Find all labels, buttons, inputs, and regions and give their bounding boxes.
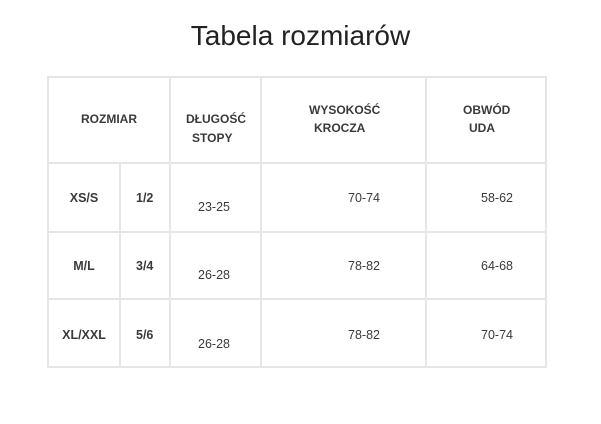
table-border: [260, 76, 262, 368]
cell-number: 5/6: [136, 328, 154, 342]
cell-number: 3/4: [136, 259, 154, 273]
table-border: [545, 76, 547, 368]
table-border: [47, 366, 547, 368]
table-border: [425, 76, 427, 368]
table-border: [47, 231, 547, 233]
page-title: Tabela rozmiarów: [190, 20, 411, 51]
cell-inseam: 78-82: [348, 259, 380, 273]
cell-size: XL/XXL: [62, 328, 106, 342]
cell-size: M/L: [73, 259, 95, 273]
cell-number: 1/2: [136, 191, 154, 205]
cell-foot: 26-28: [198, 268, 230, 282]
header-thigh-line1: OBWÓD: [463, 103, 511, 117]
table-border: [47, 162, 547, 164]
header-foot-line1: DŁUGOŚĆ: [186, 112, 246, 126]
table-border: [47, 76, 49, 368]
table-border: [169, 76, 171, 368]
table-border: [119, 162, 121, 368]
header-inseam-line1: WYSOKOŚĆ: [309, 103, 381, 117]
cell-thigh: 64-68: [481, 259, 513, 273]
cell-thigh: 70-74: [481, 328, 513, 342]
cell-foot: 26-28: [198, 337, 230, 351]
cell-size: XS/S: [69, 191, 99, 205]
cell-thigh: 58-62: [481, 191, 513, 205]
cell-inseam: 78-82: [348, 328, 380, 342]
header-foot-line2: STOPY: [192, 131, 233, 145]
table-border: [47, 76, 547, 78]
header-thigh-line2: UDA: [469, 121, 495, 135]
cell-inseam: 70-74: [348, 191, 380, 205]
table-border: [47, 298, 547, 300]
header-inseam-line2: KROCZA: [314, 121, 366, 135]
cell-foot: 23-25: [198, 200, 230, 214]
header-size: ROZMIAR: [81, 112, 137, 126]
